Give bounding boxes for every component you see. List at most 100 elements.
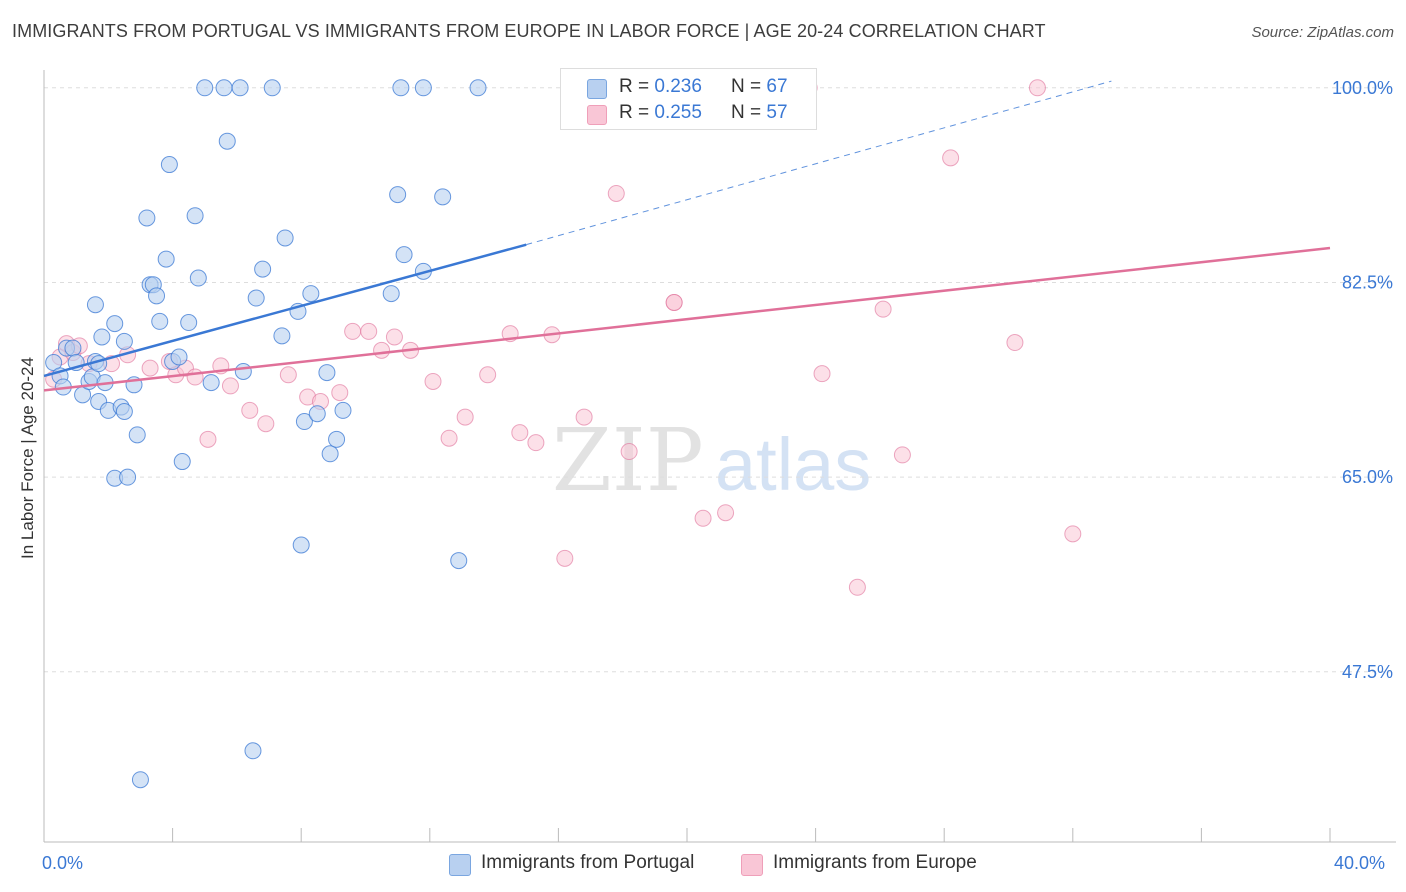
x-axis-min-label: 0.0% xyxy=(42,853,84,873)
portugal-point xyxy=(292,536,310,554)
europe-point xyxy=(694,509,712,527)
europe-point xyxy=(620,443,638,461)
portugal-point xyxy=(392,79,410,97)
stats-legend: R = 0.236 N = 67 R = 0.255 N = 57 xyxy=(560,68,817,130)
legend-r-portugal: R = 0.236 xyxy=(619,76,702,97)
portugal-point xyxy=(157,250,175,268)
portugal-point xyxy=(218,132,236,150)
europe-point xyxy=(141,359,159,377)
legend-n-portugal: N = 67 xyxy=(731,76,788,97)
europe-point xyxy=(199,430,217,448)
europe-point xyxy=(575,408,593,426)
portugal-point xyxy=(86,296,104,314)
portugal-point xyxy=(202,374,220,392)
portugal-point xyxy=(295,413,313,431)
europe-point xyxy=(257,415,275,433)
europe-point xyxy=(440,429,458,447)
portugal-trend-line xyxy=(43,243,527,378)
europe-point xyxy=(813,365,831,383)
portugal-point xyxy=(170,348,188,366)
portugal-point xyxy=(151,312,169,330)
portugal-point xyxy=(389,186,407,204)
portugal-point xyxy=(196,79,214,97)
portugal-point xyxy=(382,285,400,303)
chart-title: IMMIGRANTS FROM PORTUGAL VS IMMIGRANTS F… xyxy=(12,21,1046,41)
portugal-point xyxy=(115,403,133,421)
portugal-point xyxy=(173,453,191,471)
europe-point xyxy=(241,401,259,419)
x-axis-max-label: 40.0% xyxy=(1334,853,1386,873)
bottom-legend-label-portugal: Immigrants from Portugal xyxy=(481,852,695,873)
source-label: Source: ZipAtlas.com xyxy=(1251,24,1394,41)
portugal-point xyxy=(119,468,137,486)
portugal-point xyxy=(318,364,336,382)
zipatlas-watermark: ZIP atlas xyxy=(552,411,871,511)
portugal-point xyxy=(302,285,320,303)
portugal-point xyxy=(414,79,432,97)
portugal-point xyxy=(273,327,291,345)
portugal-point xyxy=(148,287,166,305)
europe-point xyxy=(360,322,378,340)
portugal-point xyxy=(244,742,262,760)
portugal-point xyxy=(434,188,452,206)
bottom-legend-swatch-pink xyxy=(741,854,763,876)
europe-point xyxy=(344,322,362,340)
legend-r-europe: R = 0.255 xyxy=(619,102,702,123)
europe-point xyxy=(1064,525,1082,543)
portugal-point xyxy=(263,79,281,97)
europe-point xyxy=(373,341,391,359)
europe-point xyxy=(1006,334,1024,352)
portugal-point xyxy=(321,445,339,463)
portugal-point xyxy=(160,156,178,174)
portugal-point xyxy=(186,207,204,225)
portugal-point xyxy=(247,289,265,307)
portugal-point xyxy=(93,328,111,346)
legend-swatch-pink xyxy=(587,105,607,125)
portugal-point xyxy=(469,79,487,97)
y-tick-label: 100.0% xyxy=(1332,78,1393,98)
bottom-legend-label-europe: Immigrants from Europe xyxy=(773,852,977,873)
portugal-point xyxy=(131,771,149,789)
y-tick-label: 65.0% xyxy=(1342,467,1393,487)
europe-point xyxy=(279,366,297,384)
y-axis-label: In Labor Force | Age 20-24 xyxy=(18,357,37,559)
portugal-trend-extension xyxy=(526,80,1112,246)
europe-point xyxy=(607,184,625,202)
portugal-point xyxy=(450,552,468,570)
europe-point xyxy=(893,446,911,464)
bottom-legend-swatch-blue xyxy=(449,854,471,876)
europe-point xyxy=(221,377,239,395)
europe-point xyxy=(527,434,545,452)
europe-point xyxy=(511,424,529,442)
europe-trend-line xyxy=(43,246,1331,392)
europe-point xyxy=(665,293,683,311)
europe-point xyxy=(456,408,474,426)
europe-point xyxy=(424,372,442,390)
portugal-point xyxy=(334,401,352,419)
y-tick-label: 47.5% xyxy=(1342,662,1393,682)
legend-swatch-blue xyxy=(587,79,607,99)
portugal-point xyxy=(106,315,124,333)
portugal-point xyxy=(189,269,207,287)
europe-point xyxy=(942,149,960,167)
portugal-point xyxy=(254,260,272,278)
watermark-zip: ZIP xyxy=(552,411,704,511)
portugal-point xyxy=(328,430,346,448)
europe-point xyxy=(556,549,574,567)
europe-point xyxy=(385,328,403,346)
portugal-point xyxy=(215,79,233,97)
europe-point xyxy=(874,300,892,318)
portugal-point xyxy=(308,405,326,423)
europe-point xyxy=(1028,79,1046,97)
europe-point xyxy=(331,384,349,402)
portugal-point xyxy=(180,314,198,332)
europe-point xyxy=(479,366,497,384)
europe-point xyxy=(186,368,204,386)
portugal-point xyxy=(128,426,146,444)
legend-n-europe: N = 57 xyxy=(731,102,788,123)
portugal-point xyxy=(276,229,294,247)
portugal-point xyxy=(64,339,82,357)
portugal-point xyxy=(395,246,413,264)
europe-point xyxy=(717,504,735,522)
